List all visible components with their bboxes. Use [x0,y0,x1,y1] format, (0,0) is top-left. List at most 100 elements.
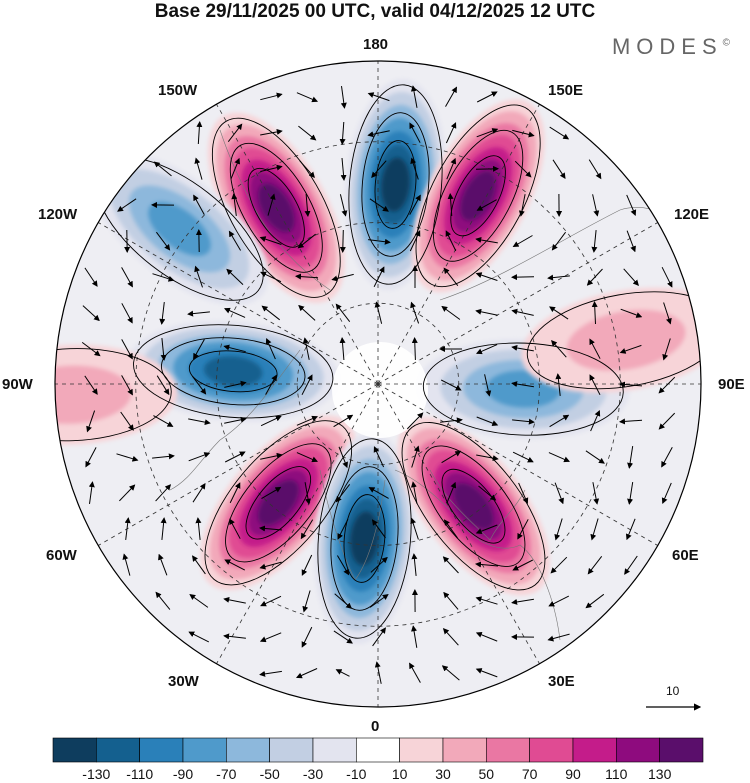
wind-arrow [88,481,95,504]
wind-arrow [194,157,203,180]
wind-arrow [476,454,499,462]
wind-arrow [259,670,282,677]
wind-arrow [194,265,203,288]
anomaly-trough-east-atlantic [313,432,416,645]
wind-arrow [443,267,459,287]
wind-arrow [304,482,311,505]
wind-arrow [586,268,603,286]
contour-line [133,324,334,419]
wind-arrow [410,157,419,180]
wind-arrow [122,553,131,576]
colorbar-tick-label: -130 [82,766,111,782]
wind-arrow [152,273,175,282]
wind-arrow [335,303,351,323]
wind-arrow [295,668,318,679]
wind-arrow [373,266,385,288]
wind-arrow [260,452,283,460]
meridian-line [377,222,658,385]
wind-arrow [514,160,532,178]
wind-arrow [590,409,601,432]
wind-arrow [590,518,599,541]
anomaly-ridge-west-atlantic [55,344,178,445]
wind-arrow [658,376,676,394]
wind-arrow [547,274,570,281]
colorbar-swatch [52,737,97,763]
wind-arrow [550,556,568,574]
wind-arrow [223,307,246,318]
wind-arrow [661,266,673,288]
wind-arrow [259,236,282,245]
lon-label-30e: 30E [548,673,575,690]
coastline-canada [169,349,301,491]
colorbar-tick-label: -30 [302,766,324,782]
wind-arrow [187,310,210,317]
wind-arrow [121,303,133,324]
wind-arrow [193,339,205,360]
wind-arrow [260,415,282,427]
wind-arrow [261,486,282,500]
wind-arrow [302,590,311,613]
wind-arrow [511,381,534,388]
wind-arrow [260,92,283,101]
wind-arrow [478,485,497,501]
wind-arrow [155,231,171,251]
anomaly-ridge-bering [411,99,545,293]
colorbar-swatch [226,737,270,763]
wind-arrow [409,122,421,143]
wind-arrow [370,556,388,573]
colorbar-swatch [485,737,530,763]
lon-label-120w: 120W [38,206,78,223]
lon-label-60w: 60W [46,547,77,564]
wind-arrow [406,412,424,430]
contour-line [245,466,311,540]
wind-arrow [196,121,203,145]
wind-arrow [229,482,241,504]
wind-arrow [223,344,246,353]
wind-arrow [339,194,348,217]
wind-arrow [411,337,418,361]
contour-line [211,117,341,298]
contour-line [160,337,306,406]
wind-arrow [333,414,354,428]
wind-arrow [231,193,238,216]
contour-line [343,494,386,583]
wind-arrow [261,305,281,321]
wind-arrow [267,193,276,216]
contour-trough-pacific-north [348,84,443,285]
wind-arrow [619,381,643,388]
wind-arrow [441,665,460,681]
colorbar-tick-label: -10 [346,766,367,782]
wind-arrow [554,482,564,505]
wind-arrow [259,525,283,532]
contour-line [317,438,412,639]
colorbar-swatch [529,737,574,763]
wind-arrow [591,230,598,253]
wind-arrow [589,338,601,359]
wind-arrow [153,161,172,177]
wind-arrow [296,415,319,426]
wind-arrow [443,591,459,610]
wind-arrow [476,416,499,426]
wind-arrow [410,517,419,540]
wind-arrow [335,483,351,503]
wind-arrow [121,267,133,288]
wind-arrow [627,446,634,469]
wind-arrow [192,555,206,575]
wind-arrow [304,193,311,217]
wind-arrow [447,193,454,217]
wind-arrow [623,268,639,286]
wind-arrow [188,631,210,643]
colorbar-swatch [355,737,400,763]
meridian-line [377,383,540,664]
wind-arrow [475,631,498,642]
wind-arrow [627,482,634,505]
wind-arrow [551,340,567,358]
wind-arrow [511,345,534,352]
wind-arrow [86,410,96,433]
lon-label-90e: 90E [718,376,745,393]
wind-arrow [476,91,498,103]
wind-arrow [445,86,457,107]
wind-arrow [335,669,350,677]
coastline-europe [394,469,561,641]
lon-label-180: 180 [363,36,389,53]
